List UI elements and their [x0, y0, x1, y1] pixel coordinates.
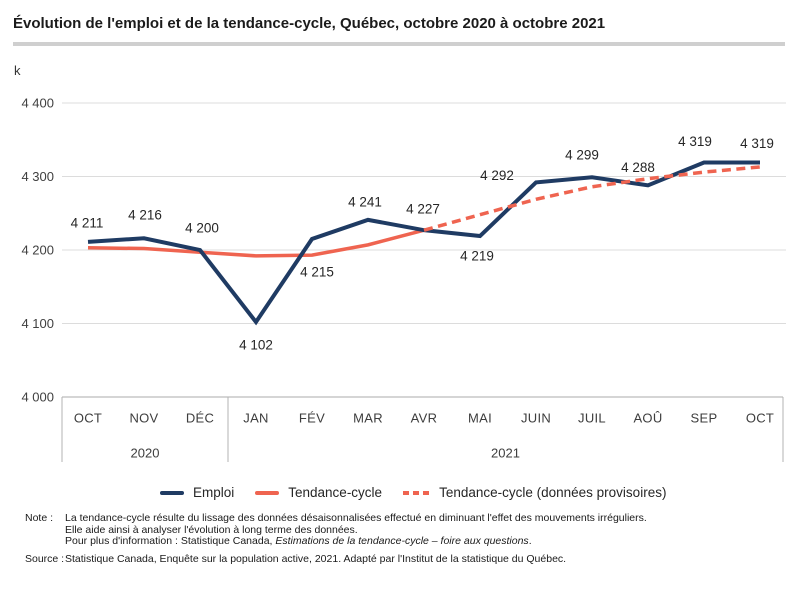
- svg-text:AVR: AVR: [411, 411, 438, 426]
- legend-item-emploi: Emploi: [160, 485, 234, 500]
- chart-title: Évolution de l'emploi et de la tendance-…: [13, 15, 606, 32]
- note-line-2: Elle aide ainsi à analyser l'évolution à…: [65, 523, 358, 536]
- note-line-1: La tendance-cycle résulte du lissage des…: [65, 512, 647, 524]
- source-row: Source : Statistique Canada, Enquête sur…: [25, 552, 647, 566]
- svg-text:JAN: JAN: [243, 411, 268, 426]
- legend-item-tendance-cycle-provisoire: Tendance-cycle (données provisoires): [403, 485, 666, 500]
- svg-text:SEP: SEP: [691, 411, 718, 426]
- svg-text:4 319: 4 319: [678, 134, 712, 149]
- svg-text:4 319: 4 319: [740, 136, 774, 151]
- legend-label-tendance-cycle: Tendance-cycle: [288, 485, 383, 500]
- source-label: Source :: [25, 552, 65, 565]
- svg-text:4 100: 4 100: [21, 316, 54, 331]
- svg-text:OCT: OCT: [746, 411, 774, 426]
- legend-label-emploi: Emploi: [193, 485, 235, 500]
- svg-text:4 241: 4 241: [348, 194, 382, 209]
- legend-label-tendance-cycle-provisoire: Tendance-cycle (données provisoires): [439, 485, 667, 500]
- svg-text:4 216: 4 216: [128, 208, 162, 223]
- svg-text:4 000: 4 000: [21, 390, 54, 405]
- emploi-line-swatch-icon: [160, 490, 184, 495]
- legend: Emploi Tendance-cycle Tendance-cycle (do…: [160, 485, 666, 500]
- svg-text:AOÛ: AOÛ: [633, 411, 662, 426]
- note-label: Note :: [25, 512, 54, 524]
- note-text: La tendance-cycle résulte du lissage des…: [65, 512, 647, 548]
- footnotes: Note : La tendance-cycle résulte du liss…: [25, 512, 647, 566]
- svg-text:4 299: 4 299: [565, 148, 599, 163]
- svg-text:4 200: 4 200: [185, 221, 219, 236]
- svg-text:4 102: 4 102: [239, 338, 273, 353]
- svg-text:JUIL: JUIL: [578, 411, 606, 426]
- title-divider: [13, 42, 785, 46]
- svg-text:4 400: 4 400: [21, 96, 54, 111]
- svg-text:DÉC: DÉC: [186, 411, 214, 426]
- source-text: Statistique Canada, Enquête sur la popul…: [65, 552, 567, 565]
- svg-text:4 300: 4 300: [21, 169, 54, 184]
- svg-text:FÉV: FÉV: [299, 411, 325, 426]
- note-row: Note : La tendance-cycle résulte du liss…: [25, 512, 647, 548]
- note-line-3-italic: Estimations de la tendance-cycle – foire…: [275, 535, 529, 547]
- svg-text:OCT: OCT: [74, 411, 102, 426]
- svg-text:4 215: 4 215: [300, 264, 334, 279]
- tendance-cycle-provisional-line: [423, 165, 761, 232]
- x-axis-month-labels: OCT NOV DÉC JAN FÉV MAR AVR MAI JUIN JUIL AOÛ SEP OC…: [74, 411, 774, 426]
- legend-item-tendance-cycle: Tendance-cycle: [255, 485, 382, 500]
- y-axis-unit-label: k: [14, 63, 21, 78]
- svg-text:NOV: NOV: [129, 411, 158, 426]
- note-line-3-suffix: .: [528, 535, 532, 547]
- svg-text:4 288: 4 288: [621, 160, 655, 175]
- svg-text:MAI: MAI: [468, 411, 492, 426]
- svg-text:2021: 2021: [491, 446, 520, 461]
- emploi-data-labels: 4 211 4 216 4 200 4 102 4 215 4 241 4 227 4 219…: [71, 134, 774, 352]
- svg-text:2020: 2020: [131, 446, 160, 461]
- y-axis-tick-labels: 4 000 4 100 4 200 4 300 4 400: [21, 96, 54, 405]
- note-line-3-prefix: Pour plus d'information : Statistique Ca…: [65, 535, 276, 547]
- svg-text:4 227: 4 227: [406, 202, 440, 217]
- svg-text:4 211: 4 211: [71, 215, 104, 230]
- svg-text:JUIN: JUIN: [521, 411, 551, 426]
- line-chart: 4 000 4 100 4 200 4 300 4 400 OCT NOV DÉC JAN FÉV…: [21, 96, 786, 462]
- tendance-cycle-line: [87, 228, 425, 258]
- svg-text:4 292: 4 292: [480, 168, 514, 183]
- x-axis-year-labels: 2020 2021: [131, 446, 520, 461]
- tendance-cycle-provisional-dashed-swatch-icon: [403, 490, 431, 495]
- tendance-cycle-line-swatch-icon: [255, 490, 280, 495]
- x-axis-box: [61, 397, 784, 462]
- emploi-line: [87, 160, 760, 326]
- svg-text:MAR: MAR: [353, 411, 383, 426]
- svg-text:4 219: 4 219: [460, 249, 494, 264]
- svg-text:4 200: 4 200: [21, 243, 54, 258]
